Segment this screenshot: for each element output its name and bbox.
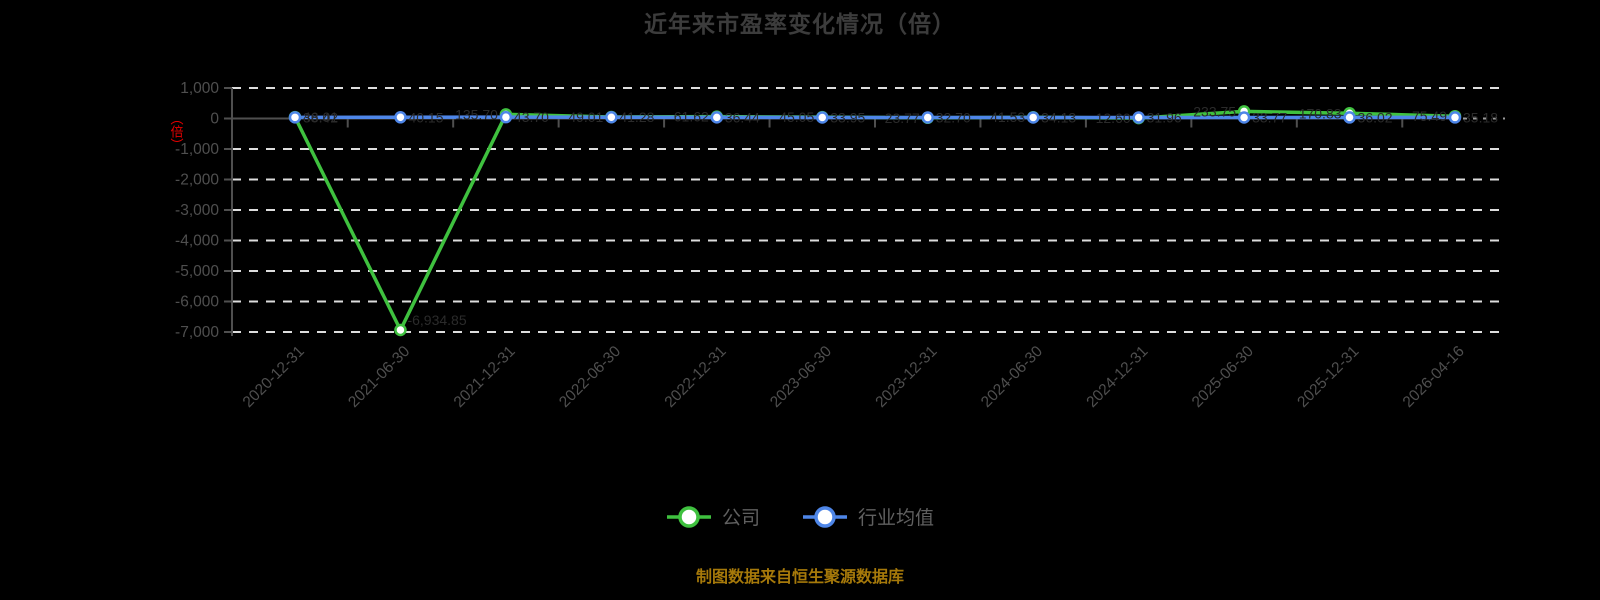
svg-text:-6,934.85: -6,934.85 xyxy=(407,312,466,328)
svg-text:-2,000: -2,000 xyxy=(175,172,219,189)
svg-text:45.05: 45.05 xyxy=(779,109,814,125)
svg-text:170.83: 170.83 xyxy=(1299,105,1342,121)
svg-text:34.13: 34.13 xyxy=(1041,109,1076,125)
chart-title: 近年来市盈率变化情况（倍） xyxy=(644,11,956,37)
svg-text:41.28: 41.28 xyxy=(619,109,654,125)
svg-text:35.18: 35.18 xyxy=(1463,109,1498,125)
svg-text:-4,000: -4,000 xyxy=(175,233,219,250)
data-source-note: 制图数据来自恒生聚源数据库 xyxy=(695,569,904,586)
svg-text:1,000: 1,000 xyxy=(180,80,219,97)
svg-text:2021-06-30: 2021-06-30 xyxy=(345,343,413,411)
svg-text:33.77: 33.77 xyxy=(1252,109,1287,125)
svg-text:43.70: 43.70 xyxy=(514,109,549,125)
svg-text:-3,000: -3,000 xyxy=(175,202,219,219)
svg-text:2022-06-30: 2022-06-30 xyxy=(556,343,624,411)
company-legend-marker-icon xyxy=(666,505,711,528)
svg-text:2022-12-31: 2022-12-31 xyxy=(662,343,730,411)
svg-text:61.62: 61.62 xyxy=(674,109,709,125)
industry-legend-marker-icon xyxy=(803,505,847,528)
svg-text:2026-04-16: 2026-04-16 xyxy=(1400,343,1468,411)
legend-item[interactable]: 公司 xyxy=(666,503,760,530)
svg-text:233.75: 233.75 xyxy=(1193,103,1236,119)
legend-item[interactable]: 行业均值 xyxy=(802,503,934,530)
svg-text:36.02: 36.02 xyxy=(1358,109,1393,125)
svg-text:2025-12-31: 2025-12-31 xyxy=(1294,343,1362,411)
svg-text:2023-12-31: 2023-12-31 xyxy=(872,343,940,411)
svg-text:0: 0 xyxy=(210,111,219,128)
svg-text:32.70: 32.70 xyxy=(936,110,971,126)
svg-text:-6,000: -6,000 xyxy=(175,294,219,311)
svg-text:33.95: 33.95 xyxy=(830,109,865,125)
svg-text:40.15: 40.15 xyxy=(408,109,443,125)
svg-text:38.42: 38.42 xyxy=(303,109,338,125)
svg-text:-7,000: -7,000 xyxy=(175,324,219,341)
legend-label-industry: 行业均值 xyxy=(858,508,935,529)
svg-text:46.01: 46.01 xyxy=(303,109,338,125)
svg-text:75.49: 75.49 xyxy=(1412,108,1447,124)
svg-text:135.70: 135.70 xyxy=(455,106,498,122)
svg-text:23.77: 23.77 xyxy=(885,110,920,126)
svg-text:（倍）: （倍） xyxy=(169,112,184,151)
svg-text:41.53: 41.53 xyxy=(990,109,1025,125)
legend-label-company: 公司 xyxy=(721,508,760,529)
svg-text:-5,000: -5,000 xyxy=(175,263,219,280)
svg-text:31.96: 31.96 xyxy=(1147,110,1182,126)
svg-text:2023-06-30: 2023-06-30 xyxy=(767,343,835,411)
legend: 公司 行业均值 xyxy=(0,503,1600,530)
svg-text:2021-12-31: 2021-12-31 xyxy=(451,343,519,411)
svg-text:49.01: 49.01 xyxy=(568,109,603,125)
svg-text:-1,000: -1,000 xyxy=(175,141,219,158)
svg-text:2020-12-31: 2020-12-31 xyxy=(240,343,308,411)
svg-text:36.44: 36.44 xyxy=(725,109,760,125)
svg-text:2024-06-30: 2024-06-30 xyxy=(978,343,1046,411)
svg-text:2025-06-30: 2025-06-30 xyxy=(1189,343,1257,411)
svg-text:2024-12-31: 2024-12-31 xyxy=(1083,343,1151,411)
svg-text:12.60: 12.60 xyxy=(1096,110,1131,126)
